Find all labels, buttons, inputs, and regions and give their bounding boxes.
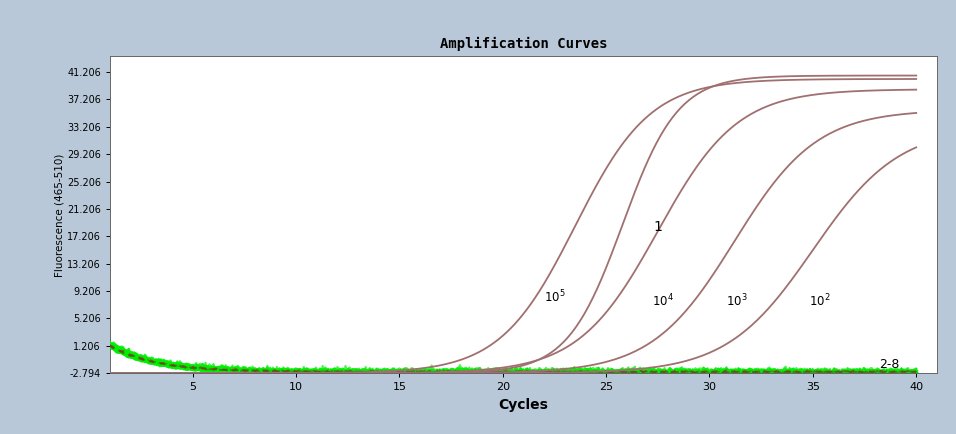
Text: 2-8: 2-8: [879, 358, 900, 372]
Text: $10^4$: $10^4$: [652, 293, 673, 309]
Text: $10^3$: $10^3$: [726, 293, 748, 309]
X-axis label: Cycles: Cycles: [498, 398, 549, 412]
Text: $10^2$: $10^2$: [809, 293, 830, 309]
Title: Amplification Curves: Amplification Curves: [440, 37, 607, 51]
Y-axis label: Fluorescence (465-510): Fluorescence (465-510): [54, 153, 64, 276]
Text: 1: 1: [654, 220, 663, 234]
Text: $10^5$: $10^5$: [544, 289, 566, 306]
